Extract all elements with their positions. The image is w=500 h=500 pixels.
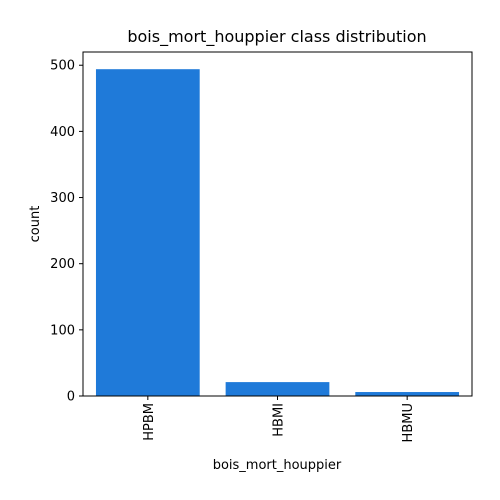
y-axis-label: count <box>28 206 43 243</box>
bar-hbmi <box>225 382 330 396</box>
plot-frame <box>82 51 473 397</box>
y-tick-label: 100 <box>50 323 75 338</box>
chart-title: bois_mort_houppier class distribution <box>127 27 426 47</box>
bars-group <box>95 69 460 396</box>
y-tick-label: 0 <box>67 390 75 405</box>
y-tick-label: 300 <box>50 191 75 206</box>
x-tick-label: HBMU <box>401 403 416 442</box>
y-tick-label: 500 <box>50 59 75 74</box>
x-tick-label: HPBM <box>142 403 157 441</box>
x-tick-label: HBMI <box>272 403 287 437</box>
y-tick-label: 400 <box>50 125 75 140</box>
x-axis-ticks: HPBM HBMI HBMU <box>142 396 416 442</box>
bar-hpbm <box>95 69 200 396</box>
x-axis-label: bois_mort_houppier <box>213 458 342 473</box>
y-tick-label: 200 <box>50 257 75 272</box>
bar-hbmu <box>355 392 460 396</box>
y-axis-ticks: 0 100 200 300 400 500 <box>50 59 83 405</box>
